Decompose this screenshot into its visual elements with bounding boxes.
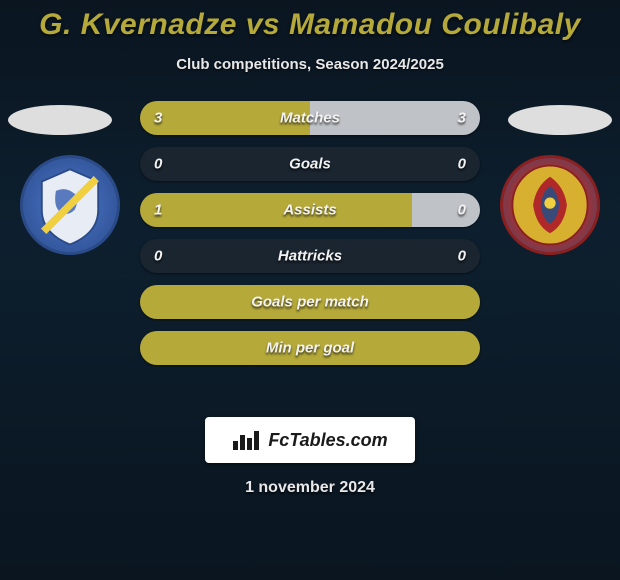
- bar-value-right: 0: [458, 202, 466, 219]
- bars-container: 33Matches00Goals10Assists00HattricksGoal…: [140, 101, 480, 377]
- shield-eagle-icon: [503, 158, 597, 252]
- bar-track: [140, 147, 480, 181]
- bar-value-right: 0: [458, 156, 466, 173]
- bar-value-right: 0: [458, 248, 466, 265]
- left-player-disc: [8, 105, 112, 135]
- bar-row: 10Assists: [140, 193, 480, 227]
- bar-value-right: 3: [458, 110, 466, 127]
- content-root: G. Kvernadze vs Mamadou Coulibaly Club c…: [0, 0, 620, 580]
- bar-row: 33Matches: [140, 101, 480, 135]
- bar-value-left: 0: [154, 156, 162, 173]
- bar-row: Min per goal: [140, 331, 480, 365]
- branding-label: FcTables.com: [268, 430, 387, 451]
- branding-badge: FcTables.com: [205, 417, 415, 463]
- bars-chart-icon: [232, 429, 262, 451]
- bar-segment-right: [412, 193, 480, 227]
- page-title: G. Kvernadze vs Mamadou Coulibaly: [0, 8, 620, 42]
- bar-segment-left: [140, 193, 412, 227]
- bar-value-left: 1: [154, 202, 162, 219]
- bar-value-left: 3: [154, 110, 162, 127]
- bar-value-left: 0: [154, 248, 162, 265]
- shield-lion-icon: [23, 158, 117, 252]
- bar-row: 00Goals: [140, 147, 480, 181]
- bar-segment-right: [310, 101, 480, 135]
- left-team-crest: [20, 155, 120, 255]
- subtitle: Club competitions, Season 2024/2025: [0, 56, 620, 73]
- bar-segment-left: [140, 285, 480, 319]
- bar-row: 00Hattricks: [140, 239, 480, 273]
- bar-track: [140, 239, 480, 273]
- chart-area: 33Matches00Goals10Assists00HattricksGoal…: [0, 101, 620, 401]
- bar-segment-left: [140, 331, 480, 365]
- bar-segment-left: [140, 101, 310, 135]
- right-player-disc: [508, 105, 612, 135]
- date-label: 1 november 2024: [0, 479, 620, 497]
- bar-row: Goals per match: [140, 285, 480, 319]
- right-team-crest: [500, 155, 600, 255]
